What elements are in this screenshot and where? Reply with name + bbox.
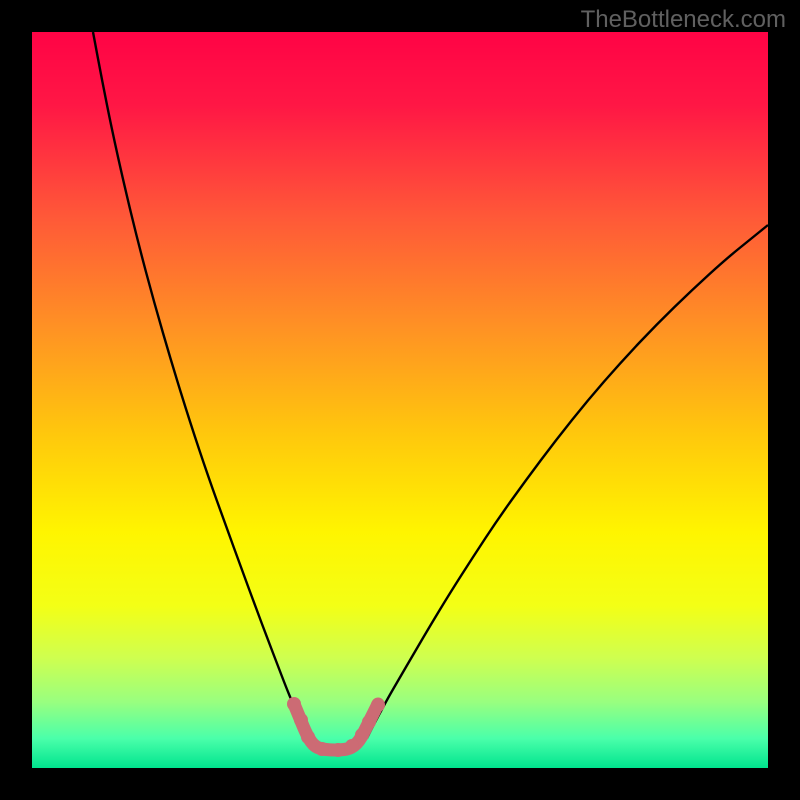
basin-ridge-dot — [294, 713, 308, 727]
basin-ridge-dot — [301, 730, 315, 744]
curve-right — [367, 225, 768, 738]
basin-ridge-dot — [345, 739, 359, 753]
curve-overlay — [0, 0, 800, 800]
curve-left — [93, 32, 308, 738]
basin-ridge-dot — [287, 697, 301, 711]
basin-ridge-dot — [362, 715, 376, 729]
basin-ridge-dot — [315, 742, 329, 756]
basin-ridge-dot — [331, 743, 345, 757]
basin-ridge-dot — [355, 728, 369, 742]
basin-ridge-dot — [371, 698, 385, 712]
